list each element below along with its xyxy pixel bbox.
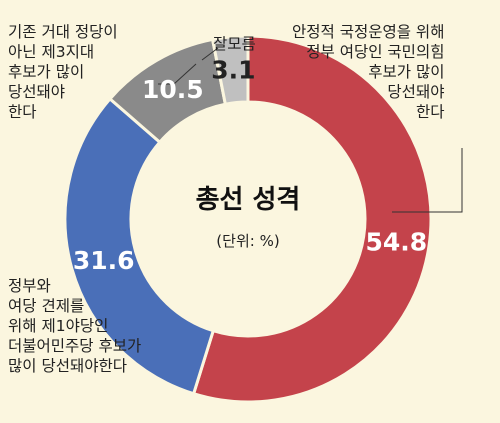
slice-dont-know (210, 34, 250, 106)
leader-line-2 (201, 47, 219, 61)
value-label-opposition: 31.6 (73, 246, 135, 275)
slice-opposition (63, 96, 216, 396)
leader-line-0 (392, 148, 463, 213)
category-label-opposition: 정부와 여당 견제를 위해 제1야당인 더불어민주당 후보가 많이 당선돼야한다 (8, 277, 142, 375)
category-label-third-party: 기존 거대 정당이 아닌 제3지대 후보가 많이 당선돼야 한다 (8, 23, 118, 121)
value-label-third-party: 10.5 (142, 75, 204, 104)
category-label-dont-know: 잘모름 (213, 35, 256, 53)
leader-line-1 (158, 63, 197, 85)
chart-unit: (단위: %) (216, 232, 279, 250)
chart-title: 총선 성격 (196, 185, 301, 215)
value-label-dont-know: 3.1 (211, 56, 255, 85)
slice-ruling (191, 34, 433, 404)
category-label-ruling: 안정적 국정운영을 위해 정부 여당인 국민의힘 후보가 많이 당선돼야 한다 (292, 23, 445, 121)
value-label-ruling: 54.8 (365, 228, 427, 257)
